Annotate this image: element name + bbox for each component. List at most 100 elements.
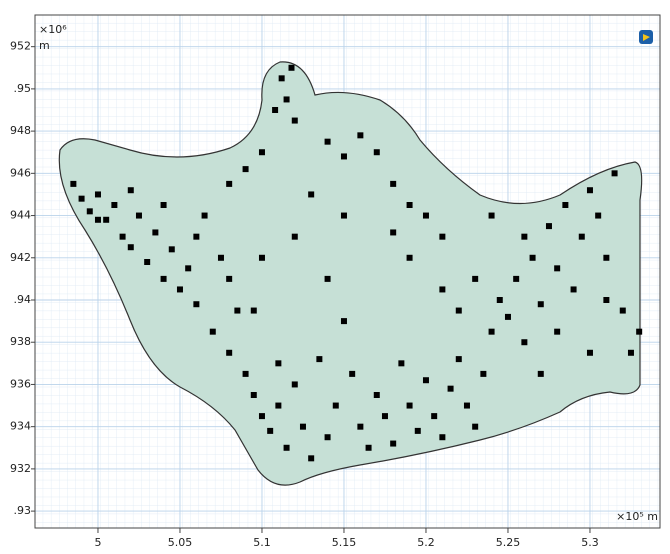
point [160,275,167,282]
point [209,328,216,335]
point [586,349,593,356]
point [127,187,134,194]
y-tick-label: 952 [10,40,31,53]
point [94,191,101,198]
point [439,434,446,441]
point [267,427,274,434]
point [168,246,175,253]
x-tick-label: 5.3 [581,536,599,549]
y-unit: m [39,39,50,52]
y-tick-label: 932 [10,462,31,475]
point [455,356,462,363]
point [340,153,347,160]
point [242,370,249,377]
point [250,392,257,398]
x-axis-label: ×10⁵ m [616,510,658,523]
point [103,216,110,223]
domain [58,61,643,486]
y-tick-label: 934 [10,420,31,433]
point [472,423,479,430]
point [242,166,249,173]
y-tick-label: 946 [10,166,31,179]
point [381,413,388,420]
point [406,254,413,261]
point [603,254,610,261]
point [480,370,487,377]
point [324,434,331,441]
y-tick-label: .93 [14,504,32,517]
point [332,402,339,409]
point [611,170,618,177]
x-tick-label: 5 [94,536,101,549]
y-tick-label: 938 [10,335,31,348]
point [545,223,552,230]
point [226,275,233,282]
point [176,286,183,293]
point [226,180,233,187]
point [258,413,265,420]
point [472,275,479,282]
x-tick-label: 5.2 [417,536,435,549]
point [283,96,290,103]
point [439,286,446,293]
point [70,180,77,187]
point [627,349,634,356]
point [288,64,295,71]
point [529,254,536,261]
point [94,216,101,223]
point [275,402,282,409]
points [70,64,643,462]
point [201,212,208,219]
point [595,212,602,219]
point [193,301,200,308]
x-tick-label: 5.05 [168,536,193,549]
point [554,265,561,272]
point [488,212,495,219]
point [291,233,298,240]
point [144,259,151,265]
point [603,297,610,303]
y-multiplier: ×10⁶ [39,23,67,36]
point [521,233,528,240]
point [447,385,454,392]
point [86,208,93,215]
y-tick-label: .94 [14,293,32,306]
point [308,191,315,198]
point [193,233,200,240]
point [414,427,421,434]
view-icon[interactable] [639,30,653,44]
point [439,233,446,240]
point [349,370,356,377]
point [373,149,380,156]
point [316,356,323,363]
point [422,212,429,219]
point [272,107,279,113]
point [111,202,118,208]
point [324,138,331,145]
point [455,307,462,314]
point [127,244,134,251]
point [217,254,224,261]
point [390,440,397,447]
point [78,195,85,202]
point [398,360,405,367]
point [619,307,626,314]
point [390,229,397,236]
point [521,339,528,346]
point [275,360,282,367]
point [299,423,306,430]
point [422,377,429,384]
point [488,328,495,335]
point [357,423,364,430]
y-tick-label: 944 [10,209,31,222]
point [586,187,593,194]
x-tick-label: 5.1 [253,536,271,549]
point [496,297,503,303]
point [431,413,438,420]
point [513,275,520,282]
point [537,301,544,308]
point [406,202,413,208]
point [258,254,265,261]
